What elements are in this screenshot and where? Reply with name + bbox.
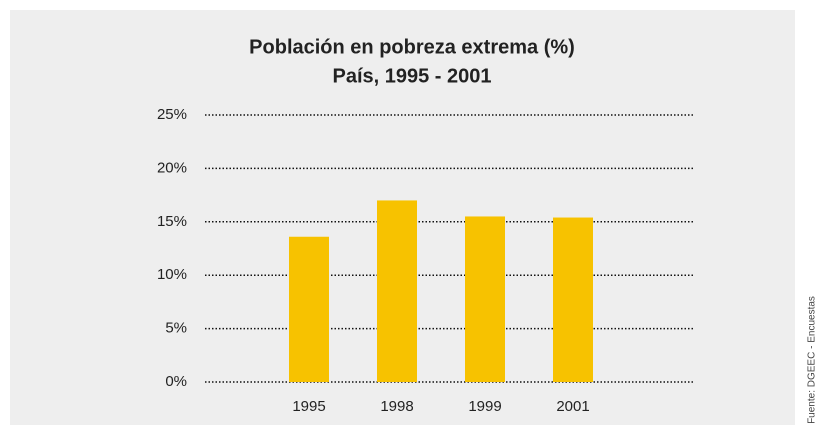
x-tick-label: 1999 (468, 398, 501, 415)
bar (553, 217, 593, 382)
y-tick-label: 25% (157, 106, 187, 123)
x-tick-label: 1998 (380, 398, 413, 415)
x-tick-label: 2001 (556, 398, 589, 415)
y-tick-label: 10% (157, 266, 187, 283)
chart-title: Población en pobreza extrema (%) (249, 36, 575, 58)
x-tick-label: 1995 (292, 398, 325, 415)
y-tick-label: 15% (157, 213, 187, 230)
y-tick-label: 5% (165, 320, 187, 337)
chart-subtitle: País, 1995 - 2001 (332, 65, 491, 87)
y-tick-label: 0% (165, 373, 187, 390)
bar (377, 200, 417, 382)
bar (465, 216, 505, 382)
source-note: Fuente: DGEEC - Encuestas (807, 296, 818, 424)
y-tick-label: 20% (157, 159, 187, 176)
bar (289, 236, 329, 382)
